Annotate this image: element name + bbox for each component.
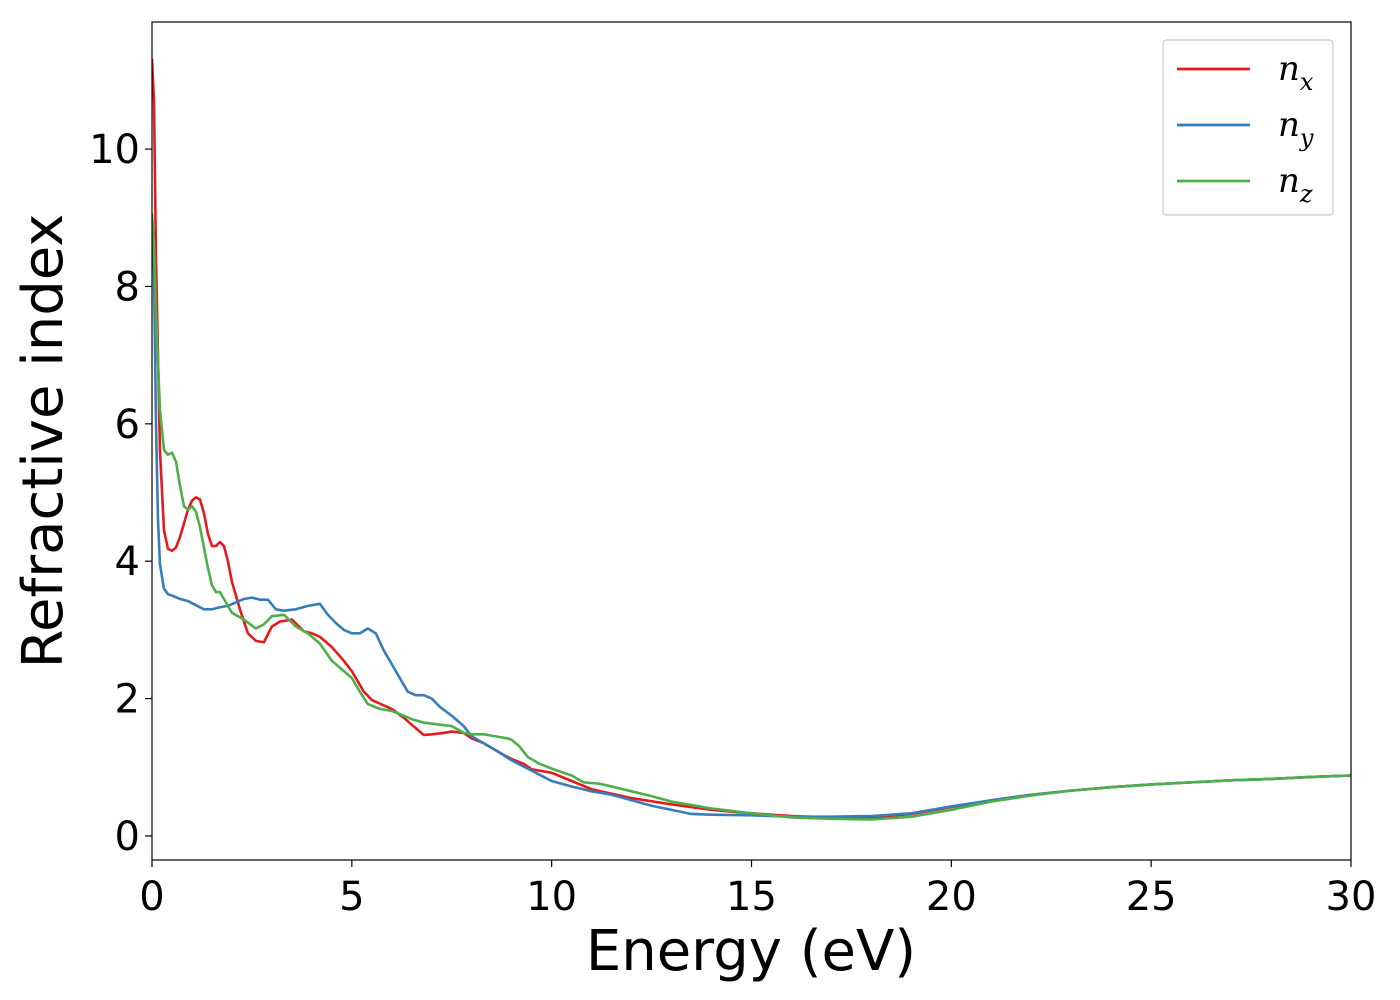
y-tick-label: 10 — [89, 127, 140, 173]
y-tick-label: 0 — [115, 814, 140, 860]
series-line-y — [152, 216, 1351, 819]
legend-label-x: nx — [1278, 49, 1314, 96]
legend-label-base: n — [1278, 161, 1300, 201]
legend-label-subscript: z — [1299, 180, 1313, 208]
y-tick-label: 8 — [115, 264, 140, 310]
legend-label-subscript: y — [1299, 124, 1314, 152]
y-axis-title: Refractive index — [11, 214, 76, 669]
legend-label-y: ny — [1278, 105, 1314, 152]
series-lines — [152, 58, 1351, 821]
x-tick-label: 20 — [926, 874, 977, 920]
series-line-z — [152, 213, 1351, 821]
y-tick-label: 6 — [115, 402, 140, 448]
y-axis-ticks: 0 2 4 6 8 10 — [89, 127, 152, 860]
x-tick-label: 25 — [1126, 874, 1177, 920]
y-tick-label: 4 — [115, 539, 140, 585]
x-tick-label: 5 — [339, 874, 364, 920]
y-tick-label: 2 — [115, 677, 140, 723]
legend-label-z: nz — [1278, 161, 1313, 208]
x-axis-ticks: 0 5 10 15 20 25 30 — [139, 860, 1376, 920]
x-tick-label: 10 — [526, 874, 577, 920]
x-axis-title: Energy (eV) — [586, 919, 916, 984]
legend-box — [1162, 39, 1334, 216]
plot-background — [152, 22, 1351, 860]
legend-label-base: n — [1278, 49, 1300, 89]
x-tick-label: 15 — [726, 874, 777, 920]
x-tick-label: 30 — [1326, 874, 1377, 920]
x-tick-label: 0 — [139, 874, 164, 920]
legend-label-subscript: x — [1300, 68, 1314, 96]
legend-label-base: n — [1278, 105, 1300, 145]
